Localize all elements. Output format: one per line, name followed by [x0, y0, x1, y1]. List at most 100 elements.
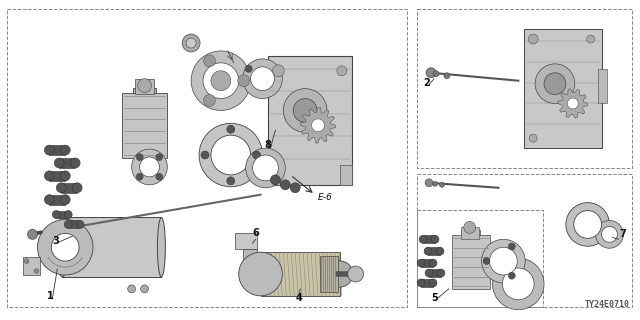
Circle shape [437, 269, 445, 277]
Circle shape [60, 195, 70, 204]
Bar [49, 171, 65, 181]
Text: 3: 3 [52, 236, 59, 246]
Bar [598, 69, 607, 103]
Circle shape [429, 259, 437, 267]
Circle shape [182, 34, 200, 52]
Circle shape [211, 135, 251, 175]
Circle shape [72, 183, 82, 193]
Circle shape [444, 73, 450, 79]
Circle shape [70, 158, 80, 168]
Circle shape [253, 151, 260, 159]
Circle shape [544, 73, 566, 95]
Circle shape [227, 125, 235, 133]
Circle shape [141, 285, 148, 293]
Text: E-6: E-6 [318, 193, 333, 202]
Ellipse shape [56, 218, 68, 277]
Circle shape [425, 179, 433, 187]
Polygon shape [300, 108, 336, 143]
Circle shape [239, 252, 282, 296]
Bar [134, 79, 154, 93]
Text: 4: 4 [295, 293, 302, 303]
Bar [268, 56, 352, 185]
Bar [260, 252, 340, 296]
Circle shape [293, 99, 317, 122]
Circle shape [60, 145, 70, 155]
Circle shape [426, 68, 436, 78]
Bar [452, 235, 490, 289]
Circle shape [284, 89, 327, 132]
Circle shape [440, 182, 444, 187]
Circle shape [280, 180, 291, 190]
Circle shape [132, 149, 167, 185]
Text: 2: 2 [423, 78, 430, 88]
Bar [49, 195, 65, 204]
Circle shape [433, 181, 438, 186]
Circle shape [251, 67, 275, 91]
Bar [320, 256, 338, 292]
Circle shape [273, 165, 284, 175]
Circle shape [291, 183, 300, 193]
Circle shape [587, 35, 595, 43]
Bar [429, 269, 441, 277]
Circle shape [602, 227, 618, 242]
Text: TY24E0710: TY24E0710 [584, 300, 629, 309]
Circle shape [246, 148, 285, 188]
Circle shape [51, 233, 79, 261]
Circle shape [433, 71, 439, 77]
Polygon shape [558, 89, 588, 118]
Bar [235, 233, 257, 249]
Bar [243, 249, 257, 259]
Bar [122, 93, 167, 157]
Circle shape [424, 247, 432, 255]
Circle shape [337, 66, 347, 76]
Circle shape [429, 279, 437, 287]
Bar [68, 220, 80, 228]
Circle shape [60, 171, 70, 181]
Circle shape [191, 51, 251, 110]
Circle shape [574, 211, 602, 238]
Circle shape [156, 154, 163, 161]
Circle shape [431, 235, 439, 243]
Circle shape [28, 229, 38, 239]
Circle shape [425, 269, 433, 277]
Circle shape [567, 98, 578, 109]
Circle shape [186, 38, 196, 48]
Circle shape [140, 157, 159, 177]
Circle shape [24, 259, 29, 264]
Circle shape [529, 134, 537, 142]
Text: 7: 7 [620, 229, 626, 239]
Circle shape [535, 64, 575, 103]
Circle shape [237, 75, 250, 87]
Bar [22, 257, 40, 275]
Circle shape [502, 268, 534, 300]
Bar [56, 211, 68, 219]
Circle shape [156, 173, 163, 180]
Bar [133, 88, 156, 93]
Circle shape [204, 55, 216, 67]
Bar [421, 259, 433, 267]
Circle shape [417, 259, 425, 267]
Circle shape [417, 279, 425, 287]
Circle shape [64, 211, 72, 219]
Circle shape [596, 220, 623, 248]
Circle shape [273, 65, 284, 77]
Circle shape [44, 171, 54, 181]
Text: 1: 1 [47, 291, 54, 301]
Bar [423, 235, 435, 243]
Bar [340, 165, 352, 185]
Circle shape [483, 258, 490, 265]
Circle shape [76, 220, 84, 228]
Circle shape [204, 94, 216, 106]
Circle shape [271, 175, 280, 185]
Bar [268, 165, 280, 185]
Bar [62, 218, 161, 277]
Circle shape [528, 34, 538, 44]
Circle shape [56, 183, 66, 193]
Circle shape [203, 63, 239, 99]
Circle shape [508, 272, 515, 279]
Circle shape [436, 247, 444, 255]
Circle shape [508, 243, 515, 250]
Circle shape [64, 220, 72, 228]
Text: 5: 5 [431, 293, 438, 303]
Circle shape [44, 145, 54, 155]
